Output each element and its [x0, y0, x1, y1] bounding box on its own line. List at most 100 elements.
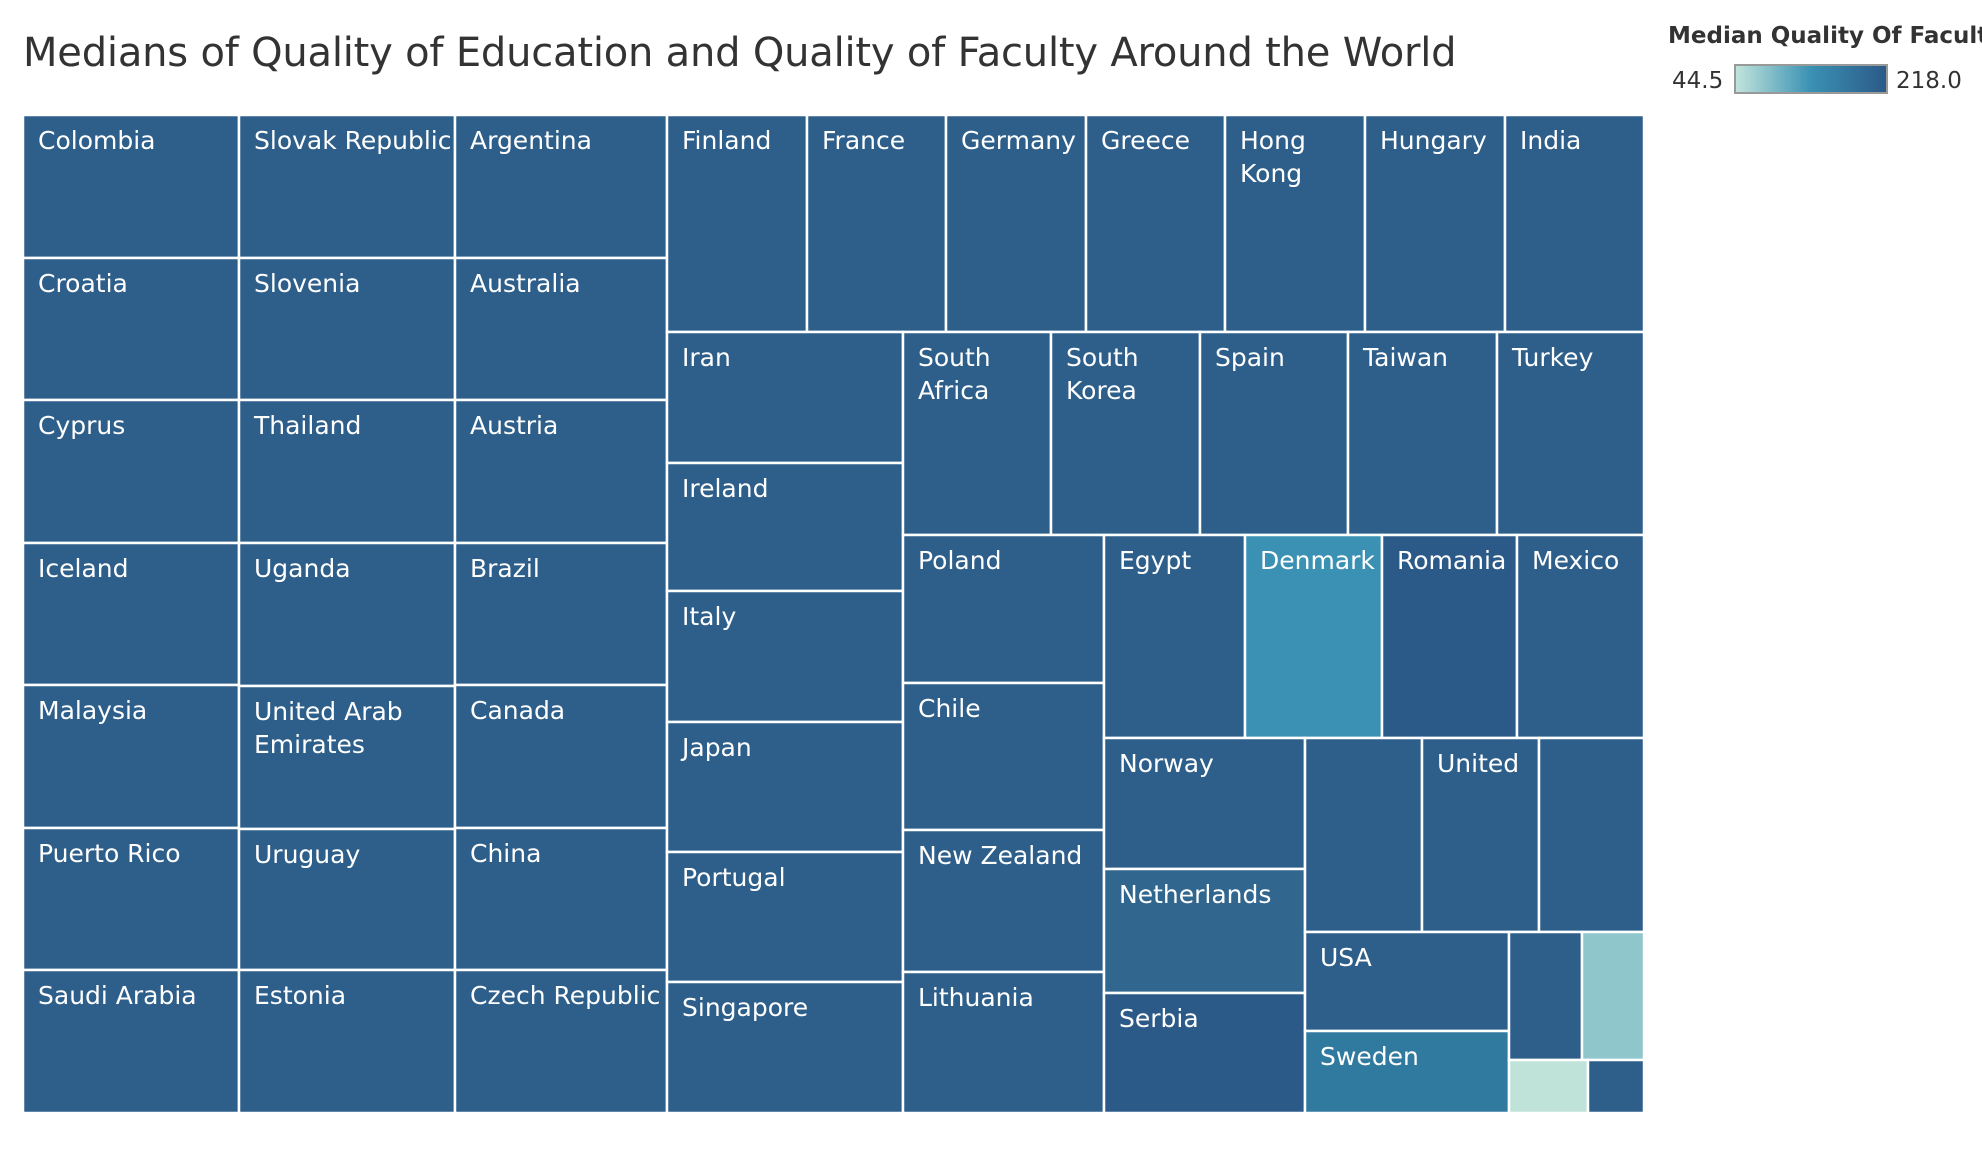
treemap-rect[interactable]: [1102, 991, 1307, 1115]
treemap-rect[interactable]: [1515, 533, 1646, 740]
treemap-cell-usa[interactable]: USA: [1303, 930, 1511, 1033]
treemap-rect[interactable]: [1503, 113, 1646, 334]
treemap-cell-saudi-arabia[interactable]: Saudi Arabia: [21, 968, 241, 1115]
treemap-rect[interactable]: [665, 589, 905, 724]
treemap-cell-united-arab-emirates[interactable]: United Arab Emirates: [237, 684, 457, 831]
treemap-rect[interactable]: [1303, 930, 1511, 1033]
treemap-rect[interactable]: [901, 970, 1106, 1115]
treemap-cell-united[interactable]: United: [1420, 736, 1541, 934]
treemap-cell-lithuania[interactable]: Lithuania: [901, 970, 1106, 1115]
treemap-rect[interactable]: [805, 113, 948, 334]
treemap-cell-argentina[interactable]: Argentina: [453, 113, 669, 260]
treemap-rect[interactable]: [1580, 930, 1646, 1062]
treemap-cell-romania[interactable]: Romania: [1380, 533, 1519, 740]
treemap-rect[interactable]: [453, 113, 669, 260]
treemap-rect[interactable]: [1495, 330, 1646, 537]
treemap-rect[interactable]: [1303, 1029, 1511, 1115]
treemap-cell-china[interactable]: China: [453, 826, 669, 972]
treemap-cell-japan[interactable]: Japan: [665, 720, 905, 854]
treemap-cell-italy[interactable]: Italy: [665, 589, 905, 724]
treemap-cell-chile[interactable]: Chile: [901, 681, 1106, 832]
treemap-cell-portugal[interactable]: Portugal: [665, 850, 905, 984]
treemap-rect[interactable]: [1420, 736, 1541, 934]
treemap-rect[interactable]: [1586, 1058, 1646, 1115]
treemap-cell-poland[interactable]: Poland: [901, 533, 1106, 685]
treemap-rect[interactable]: [1243, 533, 1384, 740]
treemap-cell-germany[interactable]: Germany: [944, 113, 1088, 334]
treemap-cell-iceland[interactable]: Iceland: [21, 541, 241, 687]
treemap-cell-uruguay[interactable]: Uruguay: [237, 827, 457, 972]
treemap-cell-egypt[interactable]: Egypt: [1102, 533, 1247, 740]
treemap-rect[interactable]: [453, 398, 669, 545]
treemap-rect[interactable]: [1102, 533, 1247, 740]
treemap-cell-sweden[interactable]: Sweden: [1303, 1029, 1511, 1115]
treemap-cell-south-korea[interactable]: South Korea: [1049, 330, 1202, 537]
treemap-cell-new-zealand[interactable]: New Zealand: [901, 828, 1106, 974]
treemap-cell-iran[interactable]: Iran: [665, 330, 905, 465]
treemap-rect[interactable]: [237, 398, 457, 545]
treemap-cell-taiwan[interactable]: Taiwan: [1346, 330, 1499, 537]
treemap-cell-hungary[interactable]: Hungary: [1363, 113, 1507, 334]
treemap-rect[interactable]: [1507, 930, 1584, 1062]
treemap-rect[interactable]: [237, 256, 457, 402]
treemap-rect[interactable]: [1537, 736, 1646, 934]
treemap-cell-uganda[interactable]: Uganda: [237, 541, 457, 688]
treemap-rect[interactable]: [1049, 330, 1202, 537]
treemap-cell-norway[interactable]: Norway: [1102, 736, 1307, 871]
treemap-cell-puerto-rico[interactable]: Puerto Rico: [21, 826, 241, 972]
treemap-cell-thailand[interactable]: Thailand: [237, 398, 457, 545]
treemap-cell-brazil[interactable]: Brazil: [453, 541, 669, 687]
treemap-rect[interactable]: [453, 968, 669, 1115]
treemap-cell-denmark[interactable]: Denmark: [1243, 533, 1384, 740]
treemap-rect[interactable]: [237, 968, 457, 1115]
treemap-cell-netherlands[interactable]: Netherlands: [1102, 867, 1307, 995]
treemap-rect[interactable]: [665, 980, 905, 1115]
treemap-rect[interactable]: [237, 541, 457, 688]
treemap-rect[interactable]: [237, 113, 457, 260]
treemap-cell-serbia[interactable]: Serbia: [1102, 991, 1307, 1115]
treemap-cell-india[interactable]: India: [1503, 113, 1646, 334]
treemap-rect[interactable]: [21, 256, 241, 402]
treemap-rect[interactable]: [1198, 330, 1350, 537]
treemap-cell-malaysia[interactable]: Malaysia: [21, 683, 241, 830]
treemap-cell-finland[interactable]: Finland: [665, 113, 809, 334]
treemap-cell-spain[interactable]: Spain: [1198, 330, 1350, 537]
treemap-rect[interactable]: [1223, 113, 1367, 334]
treemap-cell-colombia[interactable]: Colombia: [21, 113, 241, 260]
treemap-cell-ireland[interactable]: Ireland: [665, 461, 905, 593]
treemap-rect[interactable]: [21, 826, 241, 972]
treemap-cell-unlabeled-56[interactable]: [1580, 930, 1646, 1062]
treemap-cell-unlabeled-57[interactable]: [1507, 1058, 1590, 1115]
treemap-rect[interactable]: [1084, 113, 1227, 334]
treemap-cell-unlabeled-58[interactable]: [1586, 1058, 1646, 1115]
treemap-cell-australia[interactable]: Australia: [453, 256, 669, 402]
treemap-cell-cyprus[interactable]: Cyprus: [21, 398, 241, 545]
treemap-cell-croatia[interactable]: Croatia: [21, 256, 241, 402]
treemap-cell-france[interactable]: France: [805, 113, 948, 334]
treemap-rect[interactable]: [665, 720, 905, 854]
treemap-cell-slovak-republic[interactable]: Slovak Republic: [237, 113, 457, 260]
treemap-cell-turkey[interactable]: Turkey: [1495, 330, 1646, 537]
treemap-rect[interactable]: [901, 533, 1106, 685]
treemap-rect[interactable]: [21, 398, 241, 545]
treemap-rect[interactable]: [453, 256, 669, 402]
treemap-rect[interactable]: [453, 683, 669, 830]
treemap-cell-slovenia[interactable]: Slovenia: [237, 256, 457, 402]
treemap-cell-hong-kong[interactable]: Hong Kong: [1223, 113, 1367, 334]
treemap-cell-czech-republic[interactable]: Czech Republic: [453, 968, 669, 1115]
treemap-cell-greece[interactable]: Greece: [1084, 113, 1227, 334]
treemap-rect[interactable]: [1507, 1058, 1590, 1115]
treemap-rect[interactable]: [901, 681, 1106, 832]
treemap-rect[interactable]: [21, 113, 241, 260]
treemap-rect[interactable]: [1303, 736, 1424, 934]
treemap-cell-unlabeled-52[interactable]: [1537, 736, 1646, 934]
treemap-rect[interactable]: [901, 330, 1053, 537]
treemap-cell-mexico[interactable]: Mexico: [1515, 533, 1646, 740]
treemap-cell-unlabeled-55[interactable]: [1507, 930, 1584, 1062]
treemap-cell-south-africa[interactable]: South Africa: [901, 330, 1053, 537]
treemap-cell-canada[interactable]: Canada: [453, 683, 669, 830]
treemap-cell-singapore[interactable]: Singapore: [665, 980, 905, 1115]
treemap-cell-estonia[interactable]: Estonia: [237, 968, 457, 1115]
treemap-cell-unlabeled-50[interactable]: [1303, 736, 1424, 934]
treemap-cell-austria[interactable]: Austria: [453, 398, 669, 545]
